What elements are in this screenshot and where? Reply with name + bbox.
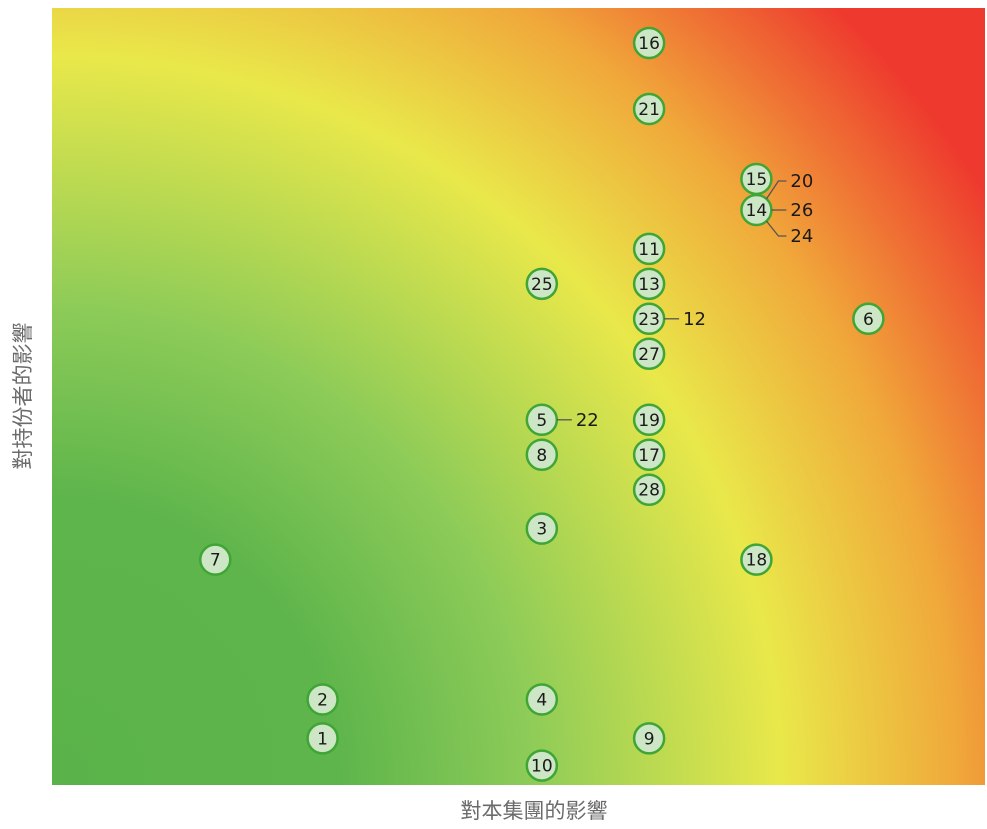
point-marker-17 [632, 438, 666, 472]
point-label-18: 18 [746, 551, 768, 571]
y-axis-label: 對持份者的影響 [11, 323, 35, 470]
point-marker-18 [740, 543, 773, 576]
point-label-1: 1 [317, 729, 328, 749]
point-marker-15 [740, 162, 773, 196]
point-marker-8 [525, 438, 559, 472]
point-marker-4 [525, 683, 559, 716]
callout-line-24 [765, 220, 787, 237]
data-point-23: 23 [632, 302, 666, 336]
plot-background [52, 8, 985, 785]
data-point-4: 4 [525, 683, 559, 716]
point-label-27: 27 [638, 345, 660, 365]
point-label-21: 21 [638, 100, 660, 120]
point-label-7: 7 [210, 551, 221, 571]
data-point-10: 10 [525, 749, 559, 782]
data-point-18: 18 [740, 543, 773, 576]
callout-label-22: 22 [576, 410, 599, 431]
point-label-19: 19 [638, 411, 660, 431]
point-marker-25 [525, 267, 559, 301]
data-point-11: 11 [632, 232, 666, 266]
point-label-6: 6 [863, 310, 874, 330]
data-point-21: 21 [632, 92, 666, 126]
point-marker-13 [632, 267, 666, 301]
point-label-23: 23 [638, 310, 660, 330]
point-label-15: 15 [746, 170, 768, 190]
data-point-9: 9 [632, 722, 666, 755]
point-marker-27 [632, 337, 666, 371]
point-label-5: 5 [536, 411, 547, 431]
point-marker-2 [306, 683, 339, 716]
data-point-7: 7 [199, 543, 232, 576]
point-label-13: 13 [638, 275, 660, 295]
point-marker-6 [852, 302, 885, 336]
point-marker-9 [632, 722, 666, 755]
callout-label-24: 24 [790, 226, 813, 247]
point-label-2: 2 [317, 691, 328, 711]
chart-marks: 1234567891011131415161718192123252728122… [199, 26, 885, 782]
point-label-9: 9 [644, 729, 655, 749]
point-label-17: 17 [638, 446, 660, 466]
data-point-16: 16 [632, 26, 666, 60]
data-point-25: 25 [525, 267, 559, 301]
point-label-10: 10 [531, 757, 553, 777]
data-point-3: 3 [525, 512, 559, 545]
data-point-6: 6 [852, 302, 885, 336]
data-point-5: 5 [525, 403, 559, 437]
callout-label-20: 20 [790, 171, 813, 192]
point-marker-10 [525, 749, 559, 782]
point-marker-1 [306, 722, 339, 755]
point-label-8: 8 [536, 446, 547, 466]
point-label-14: 14 [746, 201, 768, 221]
data-point-15: 15 [740, 162, 773, 196]
point-marker-7 [199, 543, 232, 576]
data-point-28: 28 [632, 473, 666, 506]
data-point-27: 27 [632, 337, 666, 371]
point-label-11: 11 [638, 240, 660, 260]
point-label-4: 4 [536, 691, 547, 711]
data-point-13: 13 [632, 267, 666, 301]
data-point-8: 8 [525, 438, 559, 472]
point-marker-3 [525, 512, 559, 545]
point-label-25: 25 [531, 275, 553, 295]
point-marker-16 [632, 26, 666, 60]
point-label-3: 3 [536, 520, 547, 540]
data-point-17: 17 [632, 438, 666, 472]
point-label-28: 28 [638, 481, 660, 501]
data-point-19: 19 [632, 403, 666, 437]
point-label-16: 16 [638, 34, 660, 54]
x-axis-label: 對本集團的影響 [461, 799, 608, 823]
callout-label-26: 26 [790, 200, 813, 221]
point-marker-21 [632, 92, 666, 126]
data-point-14: 14 [740, 193, 773, 227]
point-marker-19 [632, 403, 666, 437]
callout-label-12: 12 [683, 309, 706, 330]
point-marker-11 [632, 232, 666, 266]
callout-line-20 [765, 180, 787, 200]
point-marker-28 [632, 473, 666, 506]
data-point-1: 1 [306, 722, 339, 755]
data-point-2: 2 [306, 683, 339, 716]
